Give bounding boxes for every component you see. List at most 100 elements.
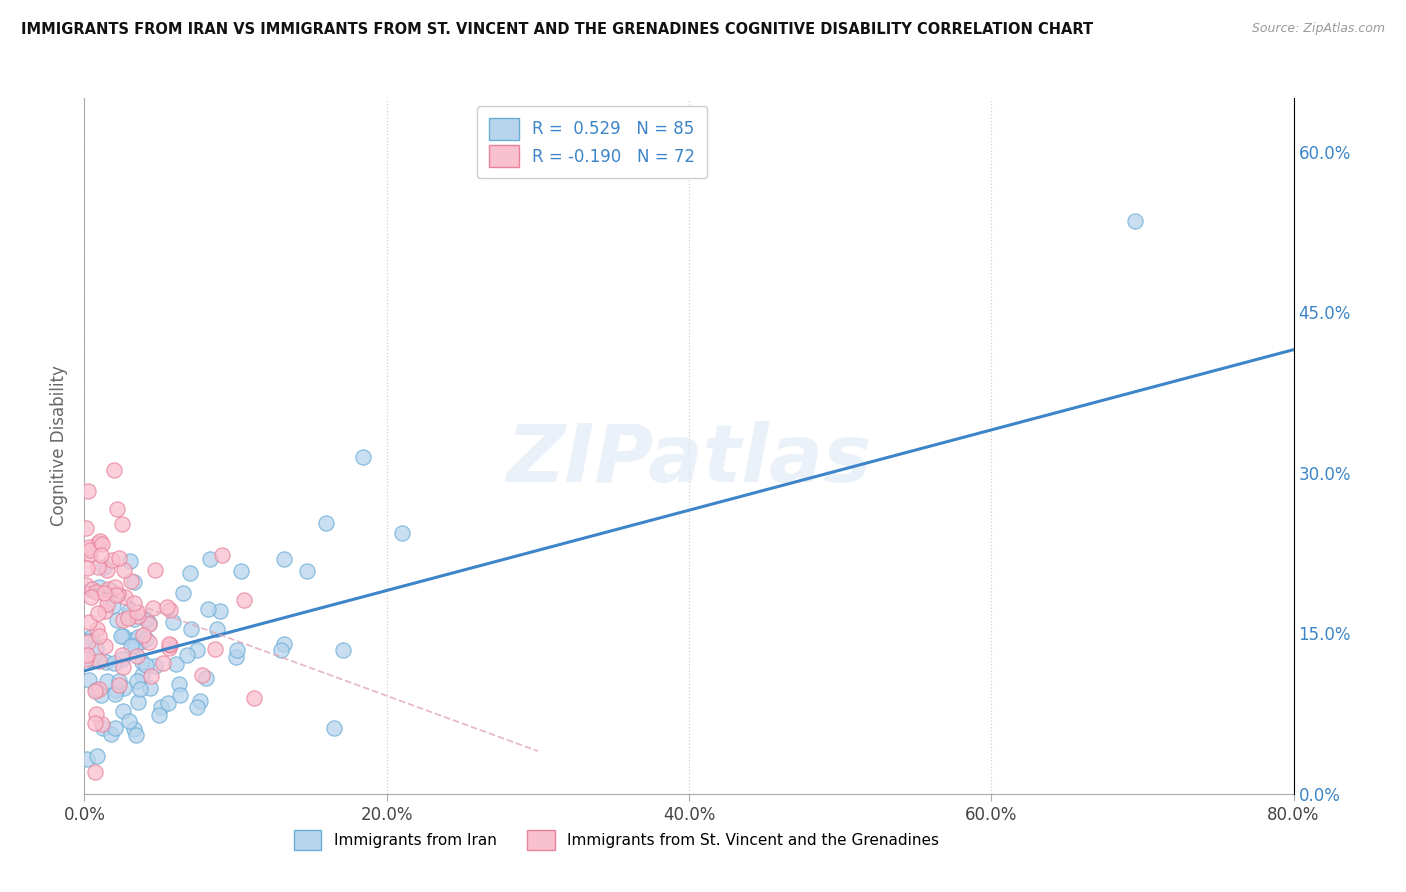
Point [84,585,107,599]
Point [138,635,160,649]
Point [84,683,107,698]
Point [332,643,354,657]
Point [96,674,118,689]
Point [90,548,112,562]
Y-axis label: Cognitive Disability: Cognitive Disability [49,366,67,526]
Point [112,563,135,577]
Point [127,605,149,619]
Point [104,580,127,594]
Point [135,632,157,646]
Point [125,673,148,688]
Point [135,612,157,626]
Point [87,606,110,620]
Point [89,629,111,643]
Point [82,582,104,596]
Point [107,678,129,692]
Point [152,656,174,670]
Point [93,585,115,599]
Point [104,721,127,735]
Point [100,552,122,566]
Point [82,582,104,597]
Point [118,553,141,567]
Point [129,634,152,648]
Point [83,765,105,780]
Point [162,615,184,629]
Point [104,589,127,603]
Point [131,628,153,642]
Point [111,613,134,627]
Legend: Immigrants from Iran, Immigrants from St. Vincent and the Grenadines: Immigrants from Iran, Immigrants from St… [288,824,945,855]
Point [127,695,149,709]
Point [77,484,100,499]
Point [120,639,142,653]
Point [127,630,149,644]
Point [124,722,146,736]
Point [226,643,249,657]
Point [124,611,146,625]
Point [200,551,222,566]
Point [96,598,118,612]
Point [131,667,153,681]
Point [124,639,146,653]
Point [127,608,149,623]
Point [232,593,254,607]
Point [208,605,231,619]
Point [79,652,101,666]
Point [322,721,344,735]
Point [197,602,219,616]
Point [118,714,141,728]
Point [142,600,165,615]
Point [79,548,101,562]
Point [186,643,208,657]
Point [139,669,162,683]
Point [75,521,97,535]
Point [157,636,180,650]
Point [75,577,97,591]
Point [77,673,100,687]
Point [139,681,162,695]
Point [242,690,264,705]
Point [103,656,125,670]
Point [86,706,108,721]
Point [114,591,136,605]
Point [108,550,131,565]
Point [76,752,98,766]
Point [91,717,114,731]
Point [148,708,170,723]
Point [75,652,97,666]
Point [127,648,149,663]
Point [138,615,160,630]
Point [112,660,135,674]
Point [76,634,98,648]
Point [159,603,181,617]
Point [273,551,295,566]
Point [86,749,108,764]
Point [211,548,233,562]
Point [77,635,100,649]
Point [90,689,112,703]
Point [96,563,118,577]
Point [135,658,157,673]
Point [143,563,166,577]
Point [157,641,180,656]
Point [225,650,247,665]
Point [103,463,125,477]
Point [117,611,139,625]
Point [118,604,141,618]
Point [165,657,187,672]
Point [172,586,194,600]
Point [149,700,172,714]
Point [101,599,124,613]
Text: Source: ZipAtlas.com: Source: ZipAtlas.com [1251,22,1385,36]
Point [104,687,127,701]
Point [84,715,107,730]
Point [98,583,121,598]
Point [122,575,145,590]
Point [391,526,413,541]
Point [121,632,143,647]
Point [179,566,201,580]
Point [188,694,211,708]
Point [84,641,107,656]
Point [180,623,202,637]
Point [315,516,337,530]
